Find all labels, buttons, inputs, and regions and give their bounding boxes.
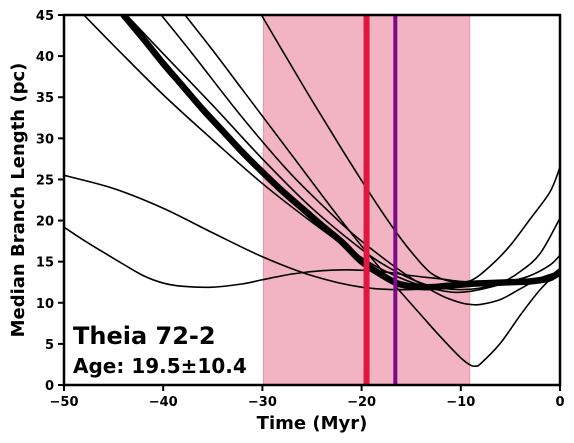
x-axis-label: Time (Myr) [257, 413, 368, 434]
y-tick-label: 20 [36, 215, 54, 230]
cluster-name: Theia 72-2 [73, 322, 216, 350]
branch-curve-5 [160, 15, 560, 306]
median-branch-curve [120, 15, 560, 291]
y-tick-label: 30 [36, 132, 54, 147]
x-tick-label: −40 [149, 395, 178, 410]
plot-area [64, 15, 560, 385]
y-tick-label: 0 [45, 379, 54, 394]
plot-frame [62, 13, 562, 387]
branch-curve-6 [184, 15, 560, 368]
y-tick-label: 10 [36, 297, 54, 312]
x-tick-label: −10 [446, 395, 475, 410]
annotations: Theia 72-2 Age: 19.5±10.4 [73, 322, 247, 378]
y-tick-label: 35 [36, 91, 54, 106]
y-axis-label: Median Branch Length (pc) [8, 63, 29, 338]
y-tick-label: 15 [36, 256, 54, 271]
y-tick-label: 25 [36, 173, 54, 188]
y-tick-label: 40 [36, 50, 54, 65]
x-tick-label: −20 [347, 395, 376, 410]
x-tick-label: 0 [555, 395, 564, 410]
cluster-age: Age: 19.5±10.4 [73, 354, 247, 378]
branch-curve-7 [260, 15, 560, 284]
x-tick-label: −30 [248, 395, 277, 410]
ticks: −50 −40 −30 −20 −10 0 0 5 10 15 20 25 30 35 40 45 [36, 9, 565, 410]
y-tick-label: 5 [45, 338, 54, 353]
y-tick-label: 45 [36, 9, 54, 24]
axes [62, 13, 562, 387]
x-tick-label: −50 [50, 395, 79, 410]
